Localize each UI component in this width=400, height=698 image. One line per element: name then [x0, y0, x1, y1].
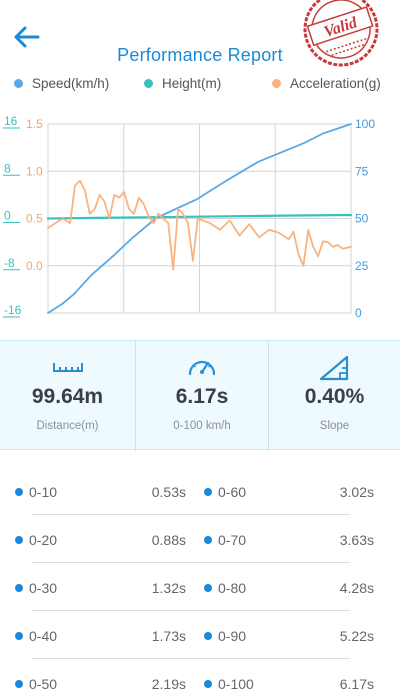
speedometer-icon	[188, 360, 216, 376]
split-left: 0-30	[15, 564, 57, 612]
split-row: 0-10 0.53s 0-60 3.02s	[0, 468, 400, 516]
divider	[32, 514, 350, 515]
split-row: 0-20 0.88s 0-70 3.63s	[0, 516, 400, 564]
acceleration-tick-label: 0.0	[26, 259, 43, 273]
legend-label-height: Height(m)	[162, 76, 222, 91]
height-series-line	[46, 213, 353, 220]
split-time: 5.22s	[339, 628, 374, 644]
page-title: Performance Report	[117, 45, 283, 65]
split-label: 0-60	[218, 484, 247, 500]
speed-tick-label: 0	[355, 306, 362, 320]
split-left: 0-20	[15, 516, 57, 564]
split-time: 0.53s	[151, 484, 186, 500]
divider	[32, 658, 350, 659]
split-left: 0-40	[15, 612, 57, 660]
split-time: 3.63s	[339, 532, 374, 548]
split-time: 4.28s	[339, 580, 374, 596]
bullet-dot-icon	[15, 632, 23, 640]
split-label: 0-20	[29, 532, 58, 548]
legend-dot-height	[144, 79, 153, 88]
height-tick-label: 16	[4, 114, 18, 128]
split-time: 1.32s	[151, 580, 186, 596]
height-tick-label: -16	[4, 303, 22, 317]
stat-slope: 0.40% Slope	[268, 341, 400, 451]
bullet-dot-icon	[15, 584, 23, 592]
split-time: 1.73s	[151, 628, 186, 644]
stat-distance-value: 99.64m	[31, 385, 104, 408]
acceleration-tick-label: 1.0	[26, 164, 43, 178]
stat-distance: 99.64m Distance(m)	[0, 341, 135, 451]
ruler-icon	[52, 363, 83, 372]
bullet-dot-icon	[204, 680, 212, 688]
acceleration-tick-label: 0.5	[26, 212, 43, 226]
split-time: 3.02s	[339, 484, 374, 500]
legend-item-acceleration[interactable]: Acceleration(g)	[272, 76, 381, 91]
split-label: 0-100	[218, 676, 254, 692]
split-row: 0-30 1.32s 0-80 4.28s	[0, 564, 400, 612]
stat-acceleration-time-label: 0-100 km/h	[173, 420, 231, 432]
valid-stamp: Valid	[303, 0, 379, 67]
split-right: 0-60	[204, 468, 246, 516]
slope-icon	[319, 355, 348, 381]
split-label: 0-10	[29, 484, 58, 500]
speed-tick-label: 25	[355, 259, 369, 273]
speed-tick-label: 100	[355, 117, 375, 131]
bullet-dot-icon	[15, 488, 23, 496]
height-tick-label: 0	[4, 209, 11, 223]
bullet-dot-icon	[15, 680, 23, 688]
legend-dot-acceleration	[272, 79, 281, 88]
legend-item-speed[interactable]: Speed(km/h)	[14, 76, 109, 91]
stat-slope-label: Slope	[319, 420, 350, 432]
split-right: 0-80	[204, 564, 246, 612]
arrow-left-icon	[14, 26, 40, 48]
performance-chart: 16 8 0 -8 -16 1.5 1.0 0.5 0.0 100 75 50 25 0	[3, 114, 375, 320]
speed-tick-label: 50	[355, 212, 369, 226]
legend-label-speed: Speed(km/h)	[32, 76, 110, 91]
divider	[32, 610, 350, 611]
split-right: 0-100	[204, 660, 254, 698]
split-times-list: 0-10 0.53s 0-60 3.02s 0-20 0.88s 0-70 3.…	[0, 460, 400, 698]
legend-item-height[interactable]: Height(m)	[144, 76, 221, 91]
split-label: 0-70	[218, 532, 247, 548]
bullet-dot-icon	[204, 584, 212, 592]
legend-label-acceleration: Acceleration(g)	[290, 76, 381, 91]
legend-dot-speed	[14, 79, 23, 88]
split-row: 0-50 2.19s 0-100 6.17s	[0, 660, 400, 698]
split-label: 0-50	[29, 676, 58, 692]
bullet-dot-icon	[204, 632, 212, 640]
height-tick-label: 8	[4, 161, 11, 175]
split-time: 6.17s	[339, 676, 374, 692]
split-right: 0-90	[204, 612, 246, 660]
acceleration-tick-label: 1.5	[26, 117, 43, 131]
split-label: 0-80	[218, 580, 247, 596]
header: Performance Report Valid	[0, 0, 400, 70]
split-label: 0-90	[218, 628, 247, 644]
bullet-dot-icon	[204, 536, 212, 544]
speed-series-line	[47, 123, 352, 314]
stat-slope-value: 0.40%	[304, 385, 365, 408]
back-button[interactable]	[10, 22, 44, 52]
bullet-dot-icon	[15, 536, 23, 544]
split-left: 0-50	[15, 660, 57, 698]
bullet-dot-icon	[204, 488, 212, 496]
stat-acceleration-time: 6.17s 0-100 km/h	[135, 341, 268, 451]
split-label: 0-30	[29, 580, 58, 596]
stats-panel: 99.64m Distance(m) 6.17s 0-100 km/h 0.40…	[0, 340, 400, 451]
split-left: 0-10	[15, 468, 57, 516]
split-row: 0-40 1.73s 0-90 5.22s	[0, 612, 400, 660]
stat-acceleration-time-value: 6.17s	[175, 385, 229, 408]
height-tick-label: -8	[4, 256, 15, 270]
speed-tick-label: 75	[355, 164, 369, 178]
split-right: 0-70	[204, 516, 246, 564]
stat-distance-label: Distance(m)	[36, 420, 99, 432]
divider	[32, 562, 350, 563]
chart-legend: Speed(km/h) Height(m) Acceleration(g)	[0, 76, 400, 96]
acceleration-series-line	[47, 179, 352, 271]
split-time: 0.88s	[151, 532, 186, 548]
split-time: 2.19s	[151, 676, 186, 692]
split-label: 0-40	[29, 628, 58, 644]
